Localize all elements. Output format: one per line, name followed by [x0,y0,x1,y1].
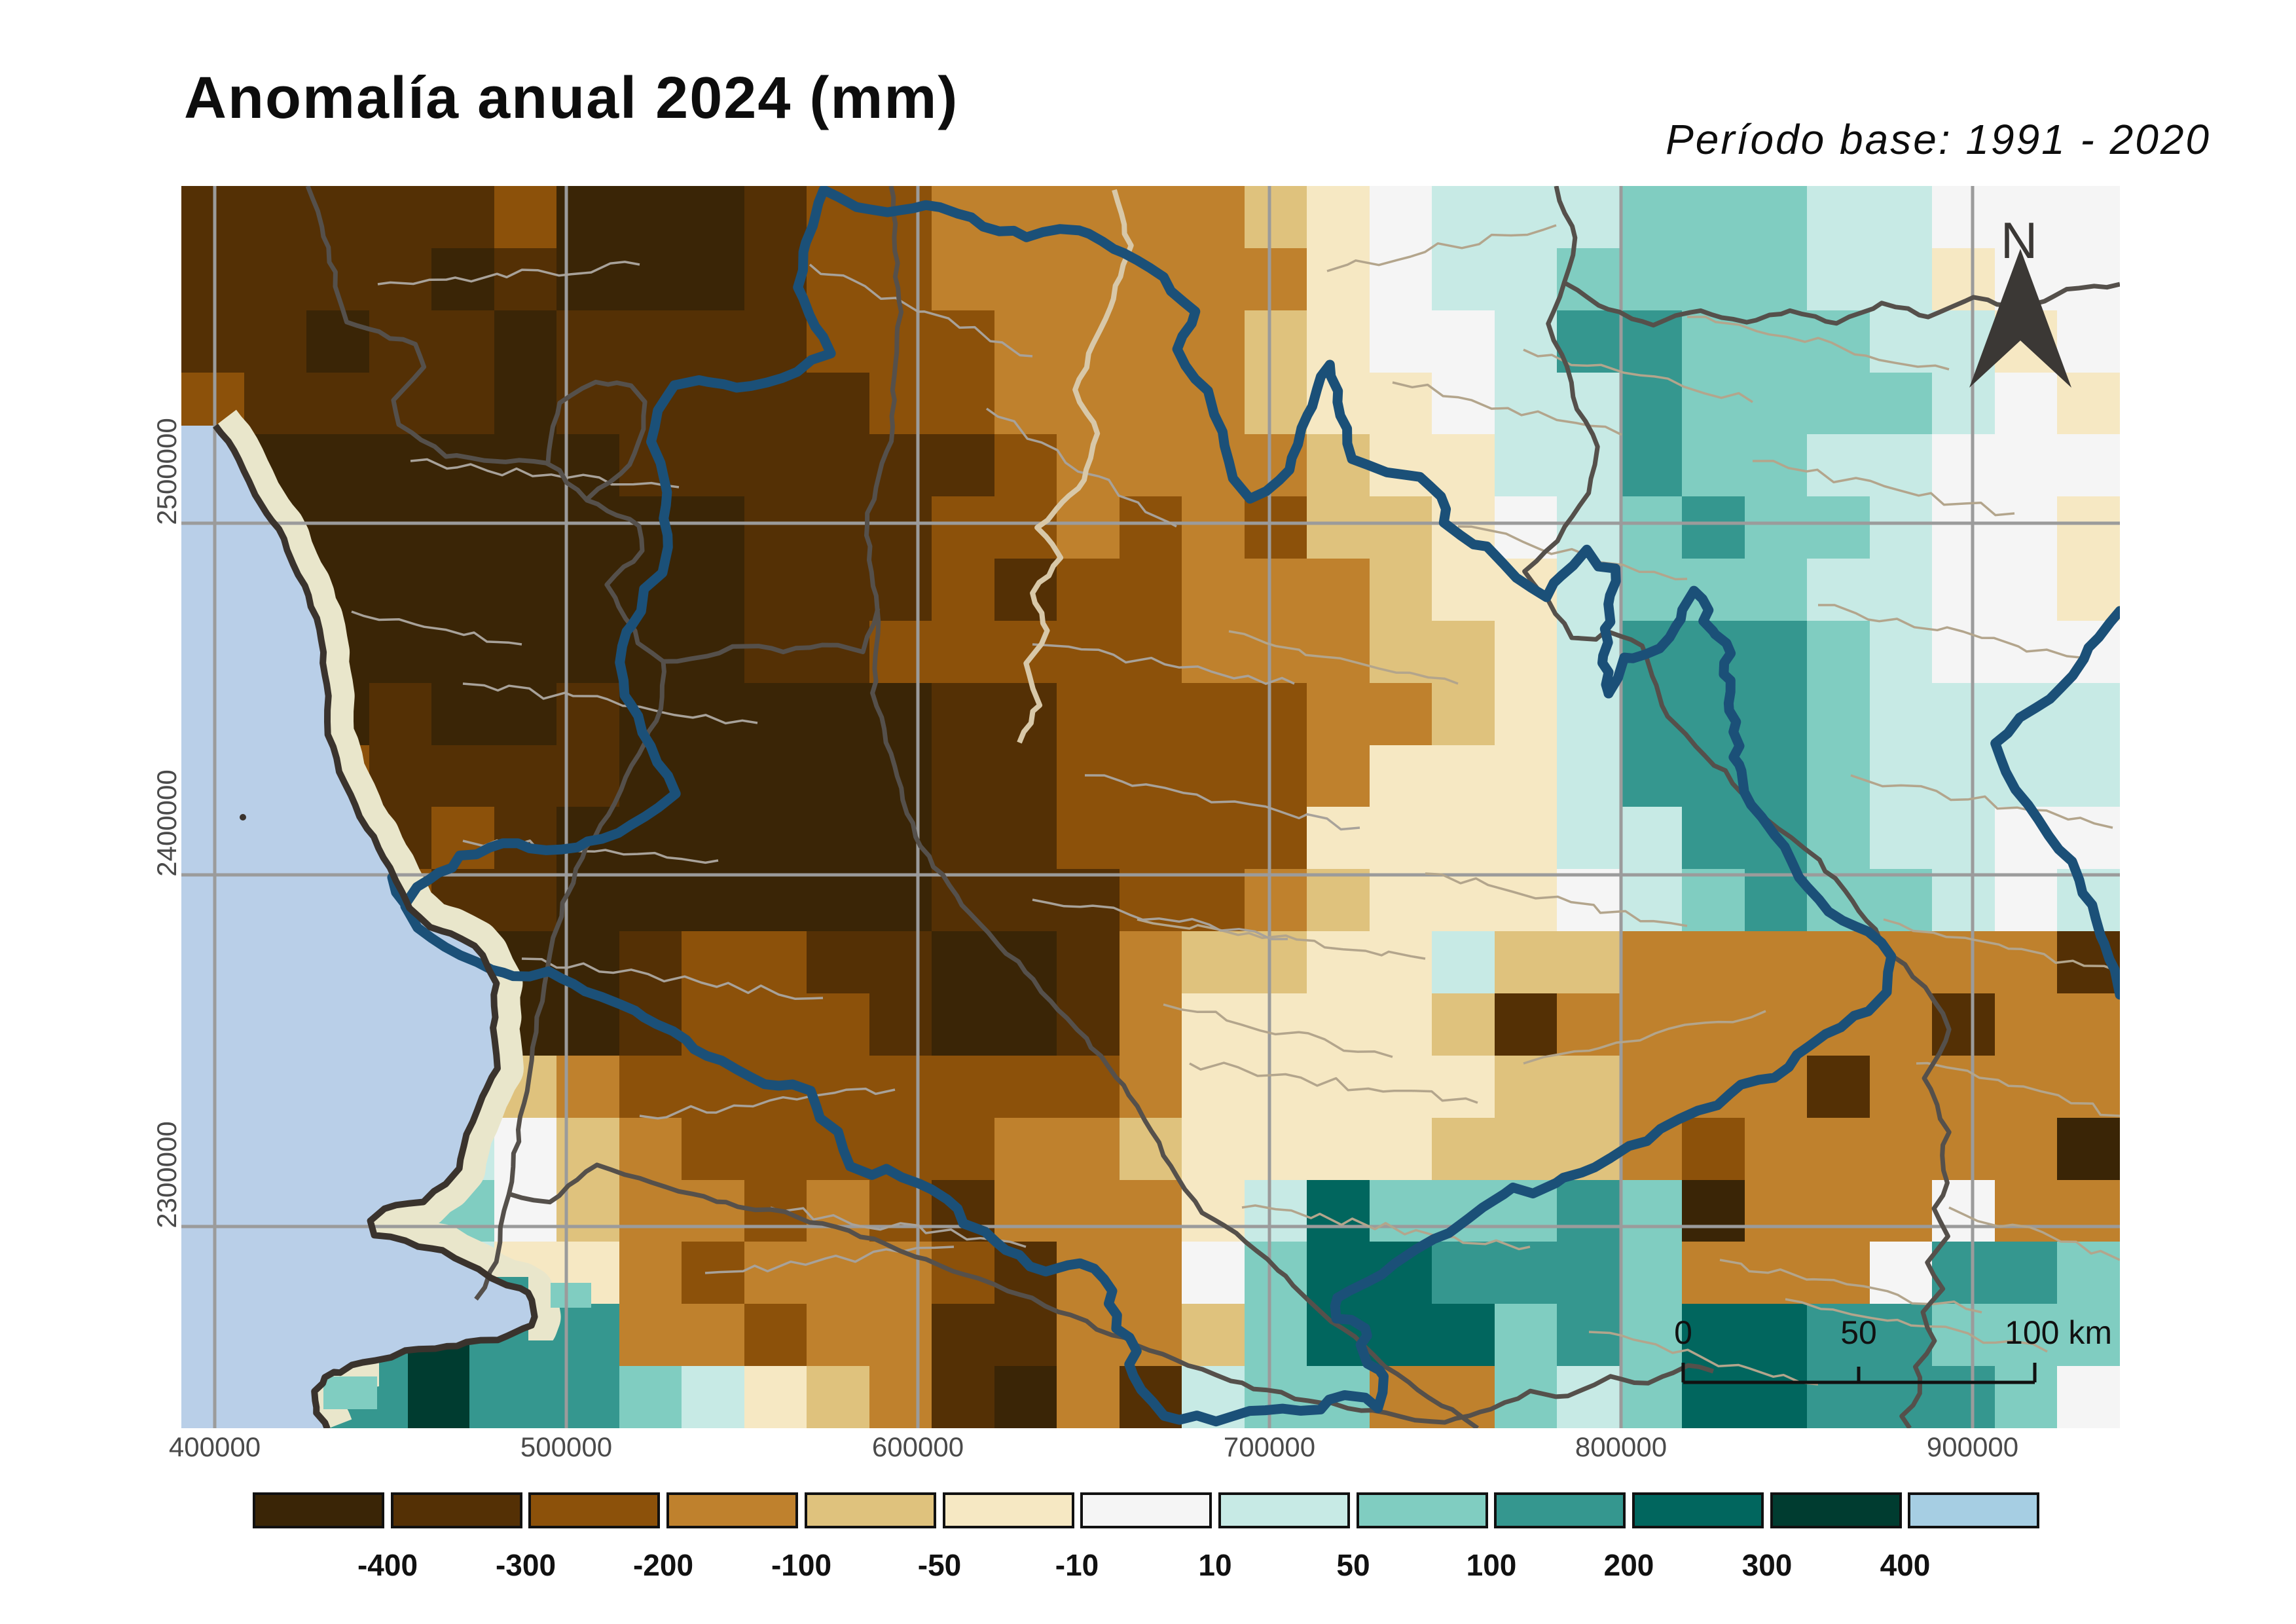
svg-text:50: 50 [1840,1314,1877,1351]
svg-text:0: 0 [1674,1314,1692,1351]
svg-text:100 km: 100 km [2005,1314,2112,1351]
